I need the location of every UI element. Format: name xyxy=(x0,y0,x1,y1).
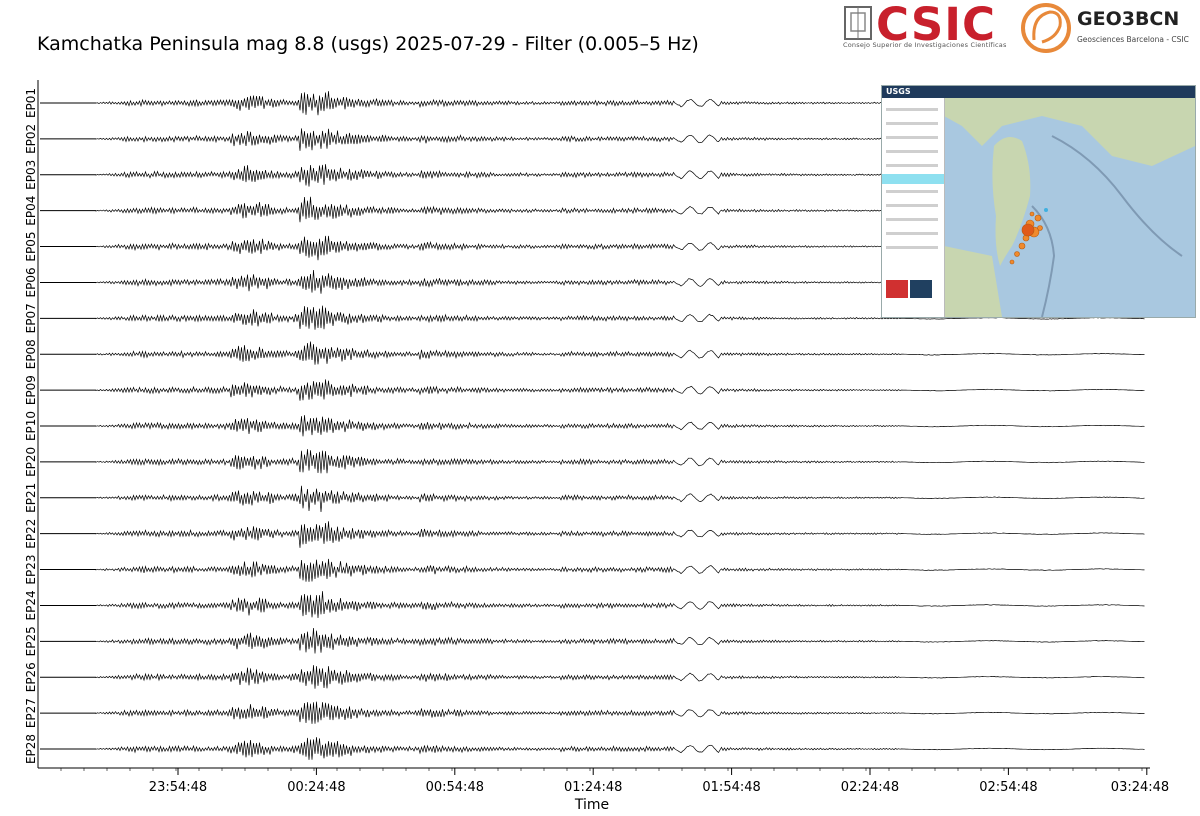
station-label-ep22: EP22 xyxy=(24,519,38,549)
station-label-ep05: EP05 xyxy=(24,232,38,262)
x-tick-label: 02:24:48 xyxy=(841,780,899,795)
epicenter-markers xyxy=(1009,208,1048,265)
trace-ep26 xyxy=(95,665,1145,689)
x-tick-label: 00:24:48 xyxy=(287,780,345,795)
station-label-ep09: EP09 xyxy=(24,375,38,405)
trace-ep23 xyxy=(95,558,1145,582)
usgs-logo: USGS xyxy=(886,87,911,96)
station-label-ep08: EP08 xyxy=(24,339,38,369)
station-labels: EP01 EP02 EP03 EP04 EP05 EP06 EP07 EP08 EP09 EP10… xyxy=(24,88,38,764)
station-label-ep21: EP21 xyxy=(24,483,38,513)
trace-ep08 xyxy=(95,341,1145,365)
usgs-header-bar: USGS xyxy=(882,86,1195,98)
trace-ep27 xyxy=(95,701,1145,724)
geo3bcn-logo-subtitle: Geosciences Barcelona - CSIC xyxy=(1077,35,1189,44)
x-tick-label: 00:54:48 xyxy=(426,780,484,795)
x-tick-label: 01:24:48 xyxy=(564,780,622,795)
station-label-ep26: EP26 xyxy=(24,662,38,692)
station-label-ep01: EP01 xyxy=(24,88,38,118)
geo3bcn-emblem-icon xyxy=(1021,3,1071,53)
station-label-ep06: EP06 xyxy=(24,267,38,297)
station-label-ep28: EP28 xyxy=(24,734,38,764)
csic-logo-text: CSIC xyxy=(876,0,997,51)
station-label-ep24: EP24 xyxy=(24,590,38,620)
station-label-ep20: EP20 xyxy=(24,447,38,477)
trace-ep07 xyxy=(95,305,1145,330)
x-tick-label: 03:24:48 xyxy=(1111,780,1169,795)
x-tick-label: 01:54:48 xyxy=(702,780,760,795)
trace-ep20 xyxy=(95,449,1145,474)
trace-ep10 xyxy=(95,415,1145,437)
trace-ep21 xyxy=(95,485,1145,513)
station-label-ep07: EP07 xyxy=(24,303,38,333)
x-tick-label: 23:54:48 xyxy=(149,780,207,795)
trace-ep28 xyxy=(95,737,1145,760)
chart-title: Kamchatka Peninsula mag 8.8 (usgs) 2025-… xyxy=(37,33,699,55)
x-tick-label: 02:54:48 xyxy=(979,780,1037,795)
earthquake-list-panel xyxy=(882,98,945,317)
station-label-ep25: EP25 xyxy=(24,626,38,656)
trace-ep24 xyxy=(95,591,1145,619)
geo3bcn-logo-text: GEO3BCN xyxy=(1077,8,1180,30)
station-label-ep10: EP10 xyxy=(24,411,38,441)
x-ticks: 23:54:48 00:24:48 00:54:48 01:24:48 01:54:48… xyxy=(60,768,1169,795)
trace-ep09 xyxy=(95,379,1145,401)
usgs-map-inset: USGS xyxy=(881,85,1196,318)
station-label-ep27: EP27 xyxy=(24,698,38,728)
csic-logo-subtitle: Consejo Superior de Investigaciones Cien… xyxy=(843,41,1007,49)
logo-area: CSIC Consejo Superior de Investigaciones… xyxy=(840,0,1190,54)
station-label-ep02: EP02 xyxy=(24,124,38,154)
x-axis-label: Time xyxy=(574,797,609,813)
station-label-ep03: EP03 xyxy=(24,160,38,190)
earthquake-list-rows xyxy=(882,108,944,298)
station-label-ep04: EP04 xyxy=(24,196,38,226)
station-label-ep23: EP23 xyxy=(24,555,38,585)
csic-seal-logo xyxy=(844,6,872,40)
trace-ep25 xyxy=(95,627,1145,654)
trace-ep22 xyxy=(95,521,1145,548)
